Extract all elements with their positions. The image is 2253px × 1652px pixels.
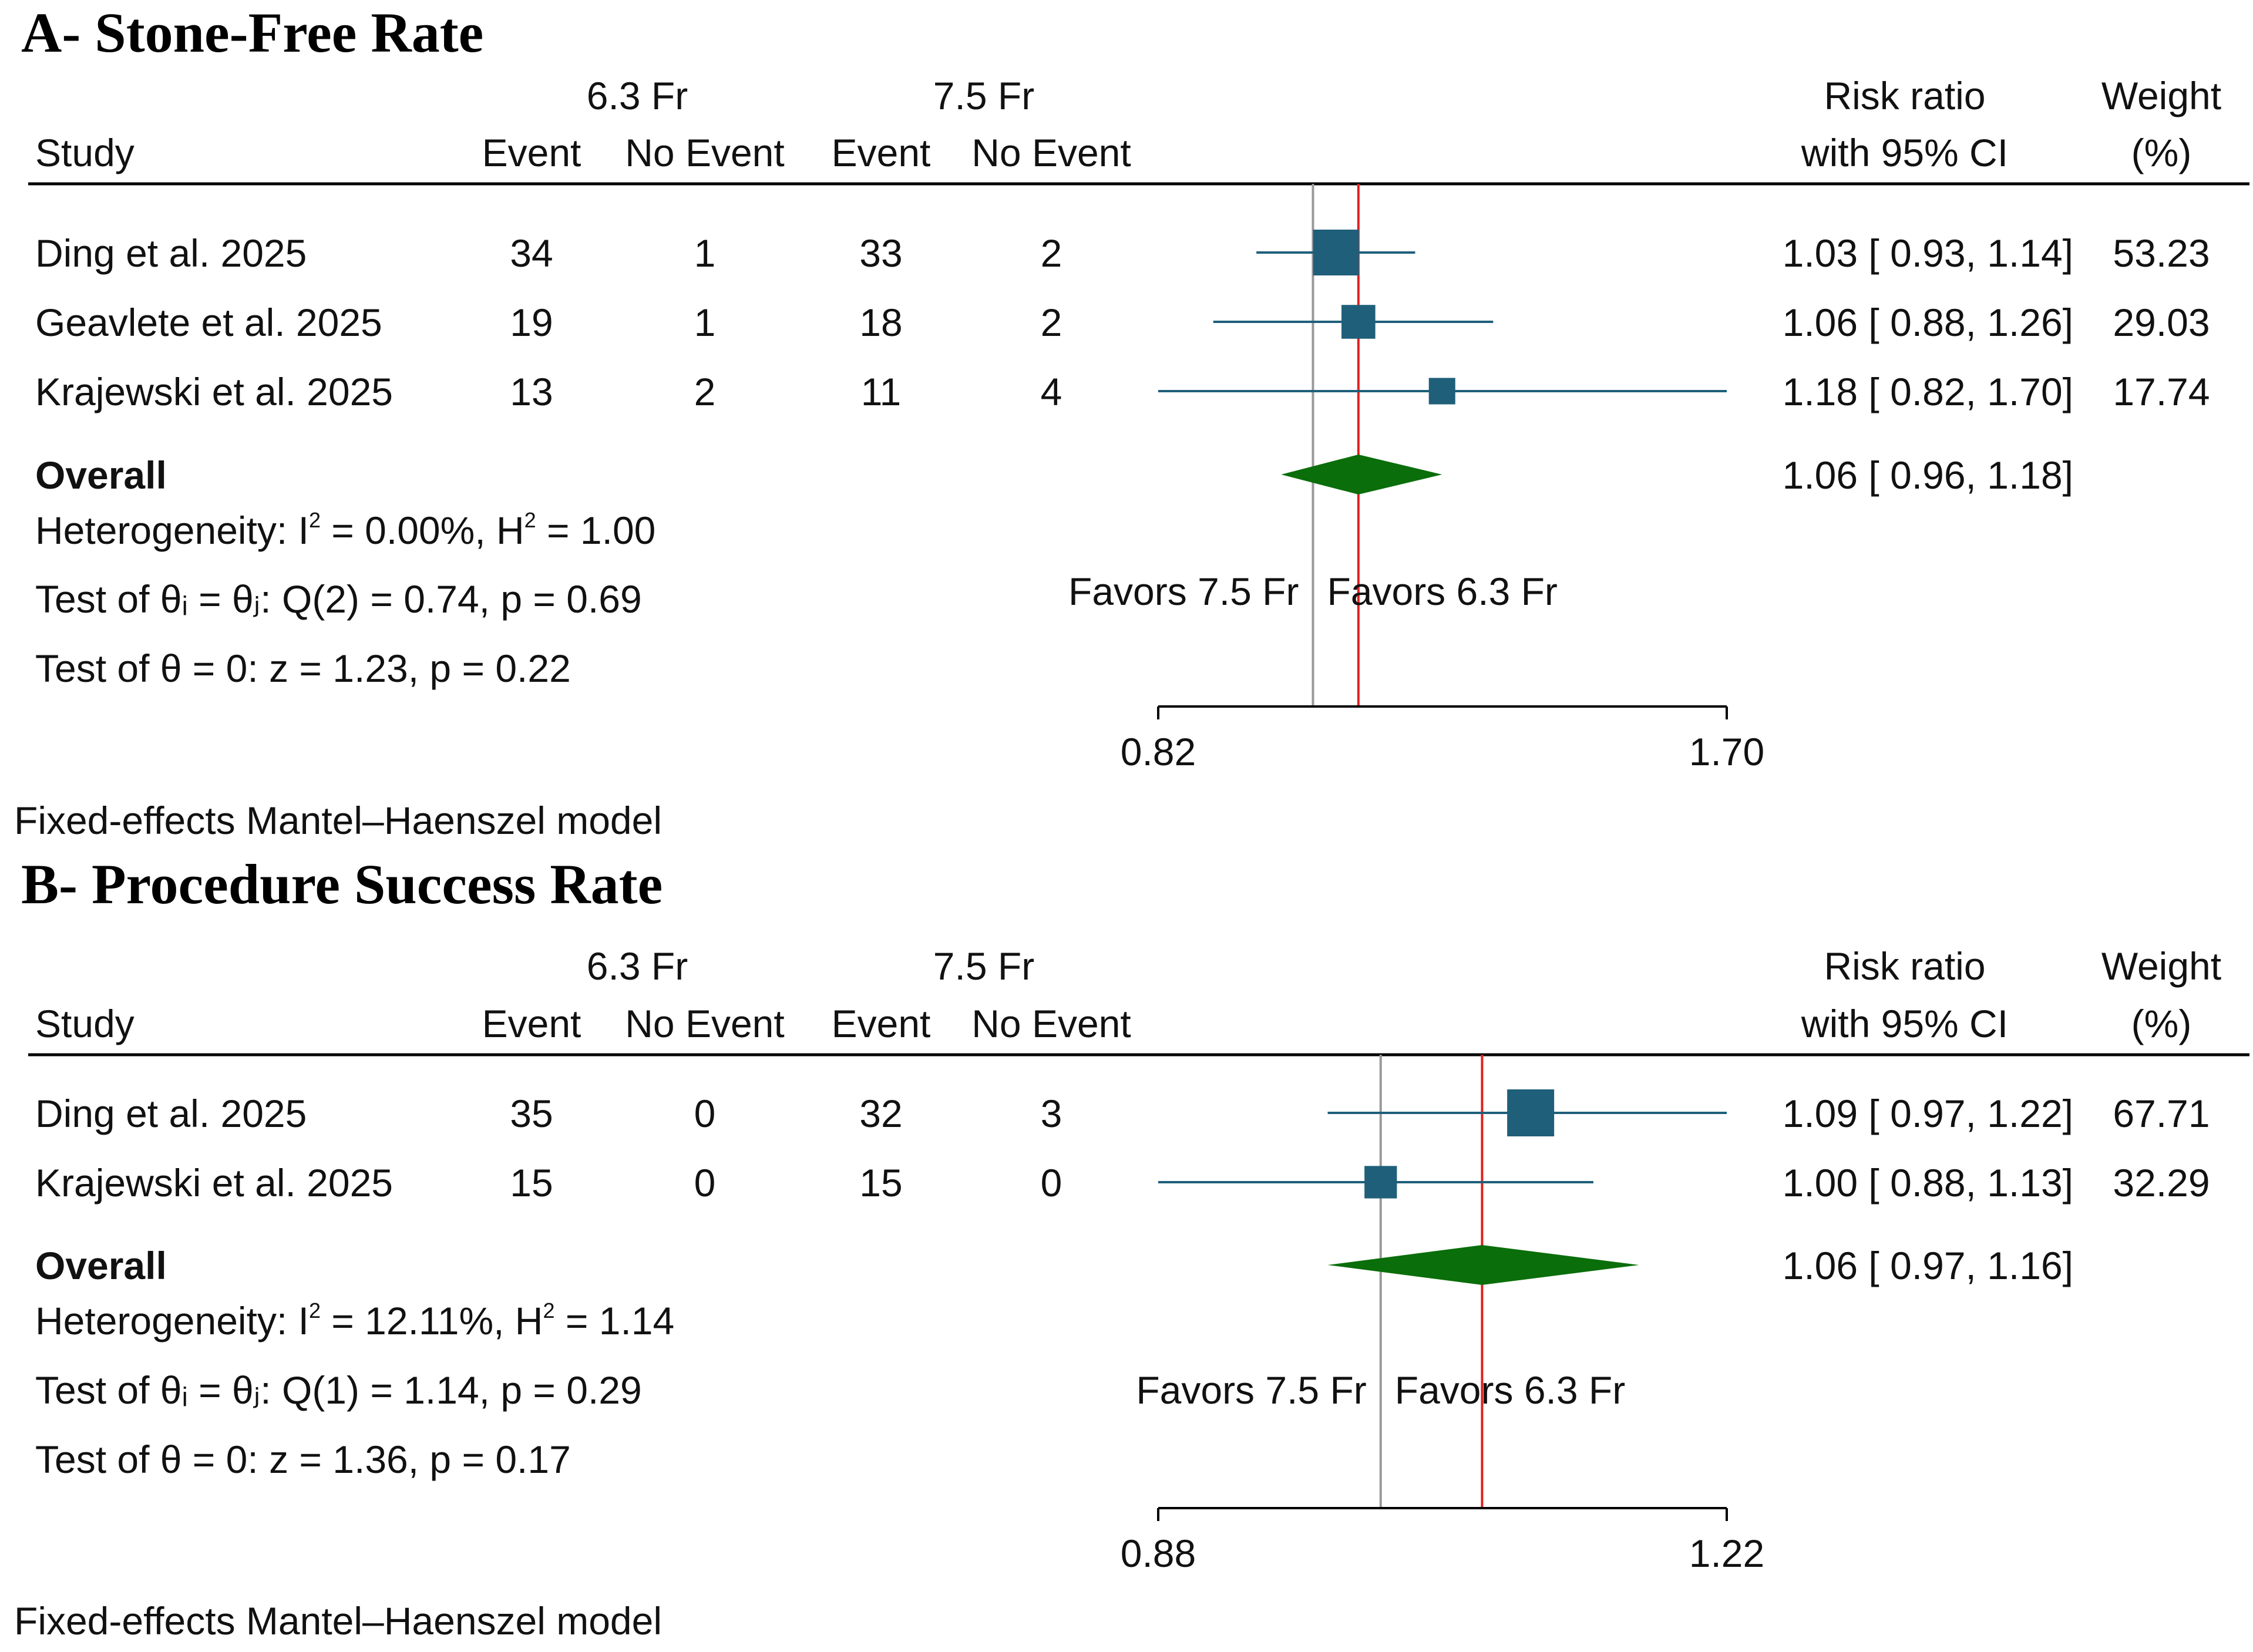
no-event-column-header: No Event [625, 1002, 784, 1045]
event-6-3fr: 13 [510, 370, 553, 413]
study-name: Ding et al. 2025 [35, 1092, 307, 1135]
panel-title: A- Stone-Free Rate [21, 1, 483, 64]
heterogeneity-sup: 2 [309, 508, 321, 532]
ci-header: with 95% CI [1801, 131, 2008, 174]
study-column-header: Study [35, 131, 134, 174]
study-weight: 67.71 [2113, 1092, 2210, 1135]
risk-ratio-ci: 1.18 [ 0.82, 1.70] [1783, 370, 2073, 413]
no-event-6-3fr: 1 [694, 301, 716, 344]
event-7-5fr: 33 [859, 231, 902, 275]
effect-square [1313, 230, 1359, 275]
favors-right-label: Favors 6.3 Fr [1395, 1368, 1625, 1412]
risk-ratio-ci: 1.03 [ 0.93, 1.14] [1783, 231, 2073, 275]
event-6-3fr: 15 [510, 1161, 553, 1204]
heterogeneity-text: Heterogeneity: I2 = 0.00%, H2 = 1.00 [35, 508, 655, 552]
favors-left-label: Favors 7.5 Fr [1136, 1368, 1366, 1412]
overall-risk-ratio-ci: 1.06 [ 0.96, 1.18] [1783, 453, 2073, 497]
heterogeneity-prefix: Heterogeneity: I [35, 509, 309, 552]
heterogeneity-sup: 2 [543, 1298, 554, 1323]
no-event-column-header: No Event [971, 1002, 1131, 1045]
effect-test-text: Test of θ = 0: z = 1.23, p = 0.22 [35, 647, 571, 690]
panel-procedure-success-rate: B- Procedure Success Rate 6.3 Fr 7.5 Fr Ris… [14, 853, 2249, 1643]
heterogeneity-mid: = 12.11%, H [321, 1299, 543, 1343]
no-event-column-header: No Event [625, 131, 784, 174]
no-event-7-5fr: 2 [1041, 301, 1062, 344]
heterogeneity-sup: 2 [524, 508, 536, 532]
heterogeneity-sup: 2 [309, 1298, 321, 1323]
no-event-7-5fr: 0 [1041, 1161, 1062, 1204]
risk-ratio-ci: 1.09 [ 0.97, 1.22] [1783, 1092, 2073, 1135]
panel-stone-free-rate: A- Stone-Free Rate 6.3 Fr 7.5 Fr Risk ratio… [14, 1, 2249, 842]
homogeneity-test-text: Test of θᵢ = θⱼ: Q(2) = 0.74, p = 0.69 [35, 577, 642, 621]
study-weight: 53.23 [2113, 231, 2210, 275]
group-label-7-5fr: 7.5 Fr [933, 944, 1034, 988]
heterogeneity-prefix: Heterogeneity: I [35, 1299, 309, 1343]
event-7-5fr: 15 [859, 1161, 902, 1204]
effect-square [1341, 305, 1376, 339]
weight-unit-header: (%) [2131, 1002, 2192, 1045]
no-event-7-5fr: 2 [1041, 231, 1062, 275]
heterogeneity-suffix: = 1.00 [536, 509, 656, 552]
group-label-6-3fr: 6.3 Fr [587, 74, 688, 117]
group-label-7-5fr: 7.5 Fr [933, 74, 1034, 117]
heterogeneity-suffix: = 1.14 [555, 1299, 675, 1343]
risk-ratio-header: Risk ratio [1824, 944, 1985, 988]
event-7-5fr: 11 [861, 370, 902, 413]
favors-right-label: Favors 6.3 Fr [1327, 570, 1557, 613]
study-weight: 17.74 [2113, 370, 2210, 413]
effect-test-text: Test of θ = 0: z = 1.36, p = 0.17 [35, 1438, 571, 1481]
study-name: Geavlete et al. 2025 [35, 301, 382, 344]
no-event-7-5fr: 4 [1041, 370, 1062, 413]
event-7-5fr: 18 [859, 301, 902, 344]
x-axis-tick-label: 0.88 [1121, 1532, 1196, 1575]
x-axis-tick-label: 0.82 [1121, 730, 1196, 773]
event-column-header: Event [832, 1002, 931, 1045]
no-event-6-3fr: 0 [694, 1161, 716, 1204]
overall-risk-ratio-ci: 1.06 [ 0.97, 1.16] [1783, 1244, 2073, 1287]
no-event-7-5fr: 3 [1041, 1092, 1062, 1135]
study-column-header: Study [35, 1002, 134, 1045]
model-footnote: Fixed-effects Mantel–Haenszel model [14, 799, 662, 842]
effect-square [1364, 1166, 1397, 1199]
study-name: Ding et al. 2025 [35, 231, 307, 275]
event-6-3fr: 34 [510, 231, 553, 275]
heterogeneity-mid: = 0.00%, H [321, 509, 524, 552]
weight-header: Weight [2101, 944, 2221, 988]
overall-label: Overall [35, 453, 167, 497]
risk-ratio-ci: 1.06 [ 0.88, 1.26] [1783, 301, 2073, 344]
study-name: Krajewski et al. 2025 [35, 370, 393, 413]
risk-ratio-ci: 1.00 [ 0.88, 1.13] [1783, 1161, 2073, 1204]
study-weight: 29.03 [2113, 301, 2210, 344]
effect-square [1428, 378, 1455, 405]
event-column-header: Event [482, 131, 581, 174]
weight-header: Weight [2101, 74, 2221, 117]
no-event-6-3fr: 1 [694, 231, 716, 275]
event-column-header: Event [832, 131, 931, 174]
effect-square [1507, 1089, 1555, 1136]
favors-left-label: Favors 7.5 Fr [1068, 570, 1299, 613]
weight-unit-header: (%) [2131, 131, 2192, 174]
group-label-6-3fr: 6.3 Fr [587, 944, 688, 988]
panel-title: B- Procedure Success Rate [21, 853, 663, 916]
study-name: Krajewski et al. 2025 [35, 1161, 393, 1204]
study-weight: 32.29 [2113, 1161, 2210, 1204]
risk-ratio-header: Risk ratio [1824, 74, 1985, 117]
heterogeneity-text: Heterogeneity: I2 = 12.11%, H2 = 1.14 [35, 1298, 674, 1343]
event-6-3fr: 19 [510, 301, 553, 344]
event-7-5fr: 32 [859, 1092, 902, 1135]
overall-diamond [1281, 455, 1442, 494]
overall-diamond [1327, 1245, 1639, 1285]
homogeneity-test-text: Test of θᵢ = θⱼ: Q(1) = 1.14, p = 0.29 [35, 1368, 642, 1412]
event-6-3fr: 35 [510, 1092, 553, 1135]
overall-label: Overall [35, 1244, 167, 1287]
model-footnote: Fixed-effects Mantel–Haenszel model [14, 1599, 662, 1643]
no-event-6-3fr: 0 [694, 1092, 716, 1135]
no-event-column-header: No Event [971, 131, 1131, 174]
x-axis-tick-label: 1.22 [1689, 1532, 1764, 1575]
no-event-6-3fr: 2 [694, 370, 716, 413]
event-column-header: Event [482, 1002, 581, 1045]
x-axis-tick-label: 1.70 [1689, 730, 1764, 773]
ci-header: with 95% CI [1801, 1002, 2008, 1045]
